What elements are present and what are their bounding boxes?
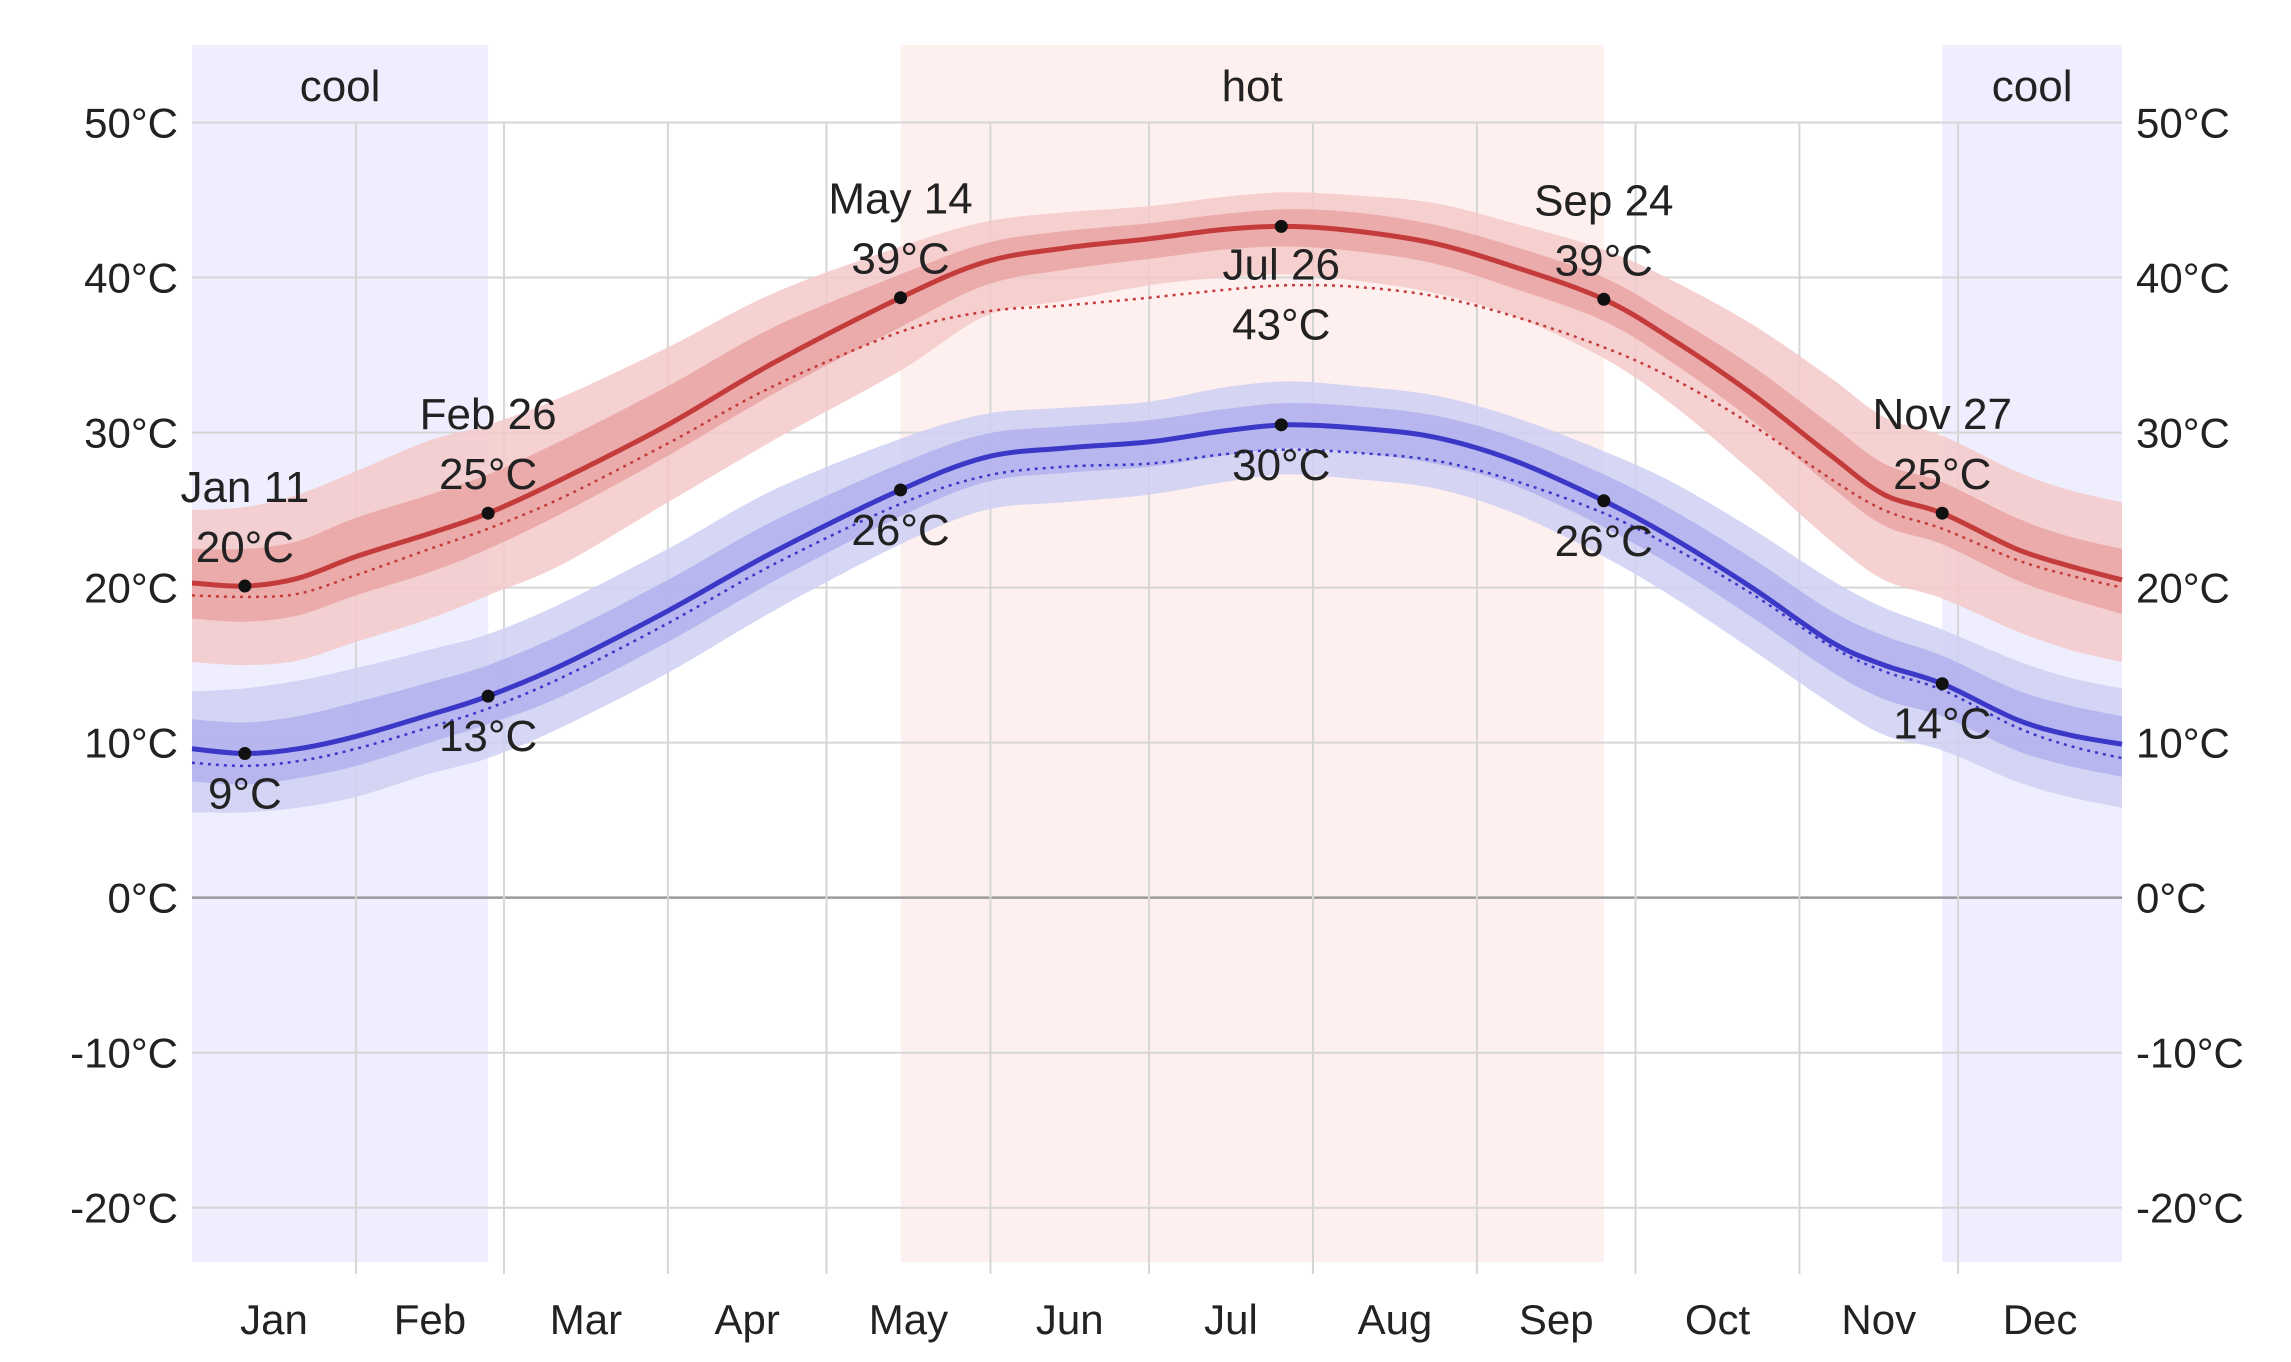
low-marker-dot bbox=[894, 483, 908, 497]
marker-date-label: Nov 27 bbox=[1873, 390, 2012, 439]
high-marker-dot bbox=[1274, 219, 1288, 233]
marker-value-label: 39°C bbox=[851, 235, 949, 284]
month-label: Dec bbox=[2003, 1296, 2078, 1343]
high-marker-dot bbox=[1935, 506, 1949, 520]
y-tick-label-right: -20°C bbox=[2136, 1185, 2244, 1232]
marker-value-label: 25°C bbox=[439, 450, 537, 499]
data-markers: Jan 11 20°C Feb 26 25°C May 14 39°C Jul 26 43°C… bbox=[180, 175, 2011, 819]
marker-value-label: 43°C bbox=[1232, 300, 1330, 349]
y-tick-label-left: 0°C bbox=[108, 875, 179, 922]
low-band-10-90 bbox=[192, 381, 2122, 813]
y-tick-label-left: 30°C bbox=[84, 410, 178, 457]
y-tick-label-right: 20°C bbox=[2136, 565, 2230, 612]
month-label: Apr bbox=[715, 1296, 780, 1343]
marker-value-label: 25°C bbox=[1893, 450, 1991, 499]
low-marker-dot bbox=[1597, 494, 1611, 508]
marker-value-label: 9°C bbox=[208, 769, 282, 818]
month-label: Sep bbox=[1519, 1296, 1594, 1343]
month-label: Nov bbox=[1841, 1296, 1916, 1343]
month-label: Oct bbox=[1685, 1296, 1751, 1343]
y-tick-label-right: 10°C bbox=[2136, 720, 2230, 767]
high-marker-dot bbox=[1597, 292, 1611, 306]
month-label: Aug bbox=[1358, 1296, 1433, 1343]
y-tick-label-left: 20°C bbox=[84, 565, 178, 612]
high-marker-dot bbox=[894, 291, 908, 305]
cool-season-label: cool bbox=[1992, 62, 2073, 111]
y-tick-label-left: -10°C bbox=[70, 1030, 178, 1077]
axis-labels: 50°C 50°C 40°C 40°C 30°C 30°C 20°C 20°C 10°C 10°C… bbox=[70, 100, 2244, 1343]
month-label: Feb bbox=[394, 1296, 466, 1343]
y-tick-label-left: -20°C bbox=[70, 1185, 178, 1232]
marker-value-label: 30°C bbox=[1232, 441, 1330, 490]
y-tick-label-right: 50°C bbox=[2136, 100, 2230, 147]
low-average-line bbox=[191, 422, 2123, 757]
marker-value-label: 26°C bbox=[851, 506, 949, 555]
low-marker-dot bbox=[1274, 418, 1288, 432]
y-tick-label-left: 40°C bbox=[84, 255, 178, 302]
y-tick-label-right: 30°C bbox=[2136, 410, 2230, 457]
percentile-bands bbox=[192, 192, 2122, 813]
marker-value-label: 26°C bbox=[1555, 517, 1653, 566]
marker-date-label: Jan 11 bbox=[180, 463, 309, 512]
y-tick-label-right: 40°C bbox=[2136, 255, 2230, 302]
month-label: Jul bbox=[1204, 1296, 1258, 1343]
month-label: Jun bbox=[1036, 1296, 1104, 1343]
month-label: Jan bbox=[240, 1296, 308, 1343]
month-label: May bbox=[869, 1296, 948, 1343]
high-average-line bbox=[191, 223, 2123, 589]
marker-date-label: May 14 bbox=[828, 175, 972, 224]
month-label: Mar bbox=[550, 1296, 622, 1343]
marker-value-label: 20°C bbox=[196, 523, 294, 572]
marker-date-label: Feb 26 bbox=[420, 390, 557, 439]
series-lines bbox=[191, 223, 2123, 768]
high-normal-line bbox=[191, 283, 2123, 599]
marker-value-label: 39°C bbox=[1555, 236, 1653, 285]
low-band-25-75 bbox=[192, 403, 2122, 785]
marker-value-label: 13°C bbox=[439, 712, 537, 761]
low-marker-dot bbox=[238, 746, 252, 760]
high-band-25-75 bbox=[192, 209, 2122, 622]
marker-date-label: Jul 26 bbox=[1223, 240, 1340, 289]
low-marker-dot bbox=[1935, 677, 1949, 691]
high-marker-dot bbox=[238, 579, 252, 593]
marker-value-label: 14°C bbox=[1893, 700, 1991, 749]
low-marker-dot bbox=[481, 689, 495, 703]
hot-season-label: hot bbox=[1222, 62, 1283, 111]
y-tick-label-left: 10°C bbox=[84, 720, 178, 767]
marker-date-label: Sep 24 bbox=[1534, 176, 1673, 225]
cool-season-label: cool bbox=[300, 62, 381, 111]
y-tick-label-right: 0°C bbox=[2136, 875, 2207, 922]
y-tick-label-left: 50°C bbox=[84, 100, 178, 147]
high-marker-dot bbox=[481, 506, 495, 520]
y-tick-label-right: -10°C bbox=[2136, 1030, 2244, 1077]
